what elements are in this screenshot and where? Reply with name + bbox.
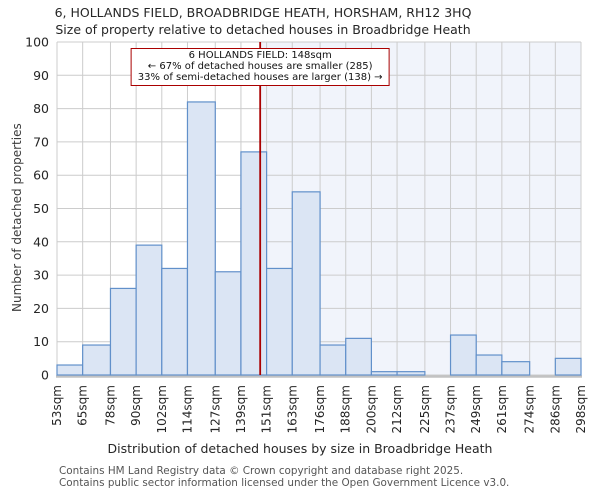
x-tick-label: 286sqm: [548, 385, 562, 433]
histogram-bar: [56, 364, 84, 376]
histogram-bar: [240, 151, 268, 376]
histogram-bar: [554, 357, 582, 376]
histogram-bar: [266, 267, 293, 376]
x-tick-label: 53sqm: [50, 385, 64, 426]
histogram-bar: [319, 344, 347, 376]
y-tick-label: 100: [25, 35, 49, 50]
histogram-bar: [396, 371, 426, 376]
histogram-bar: [501, 361, 531, 376]
histogram-bar: [186, 101, 216, 376]
footer-line-2: Contains public sector information licen…: [59, 476, 510, 489]
histogram-bar: [82, 344, 112, 376]
x-tick-label: 65sqm: [76, 385, 90, 426]
footer: Contains HM Land Registry data © Crown c…: [59, 465, 510, 489]
x-axis-title: Distribution of detached houses by size …: [107, 441, 493, 456]
annotation-property-label: 6 HOLLANDS FIELD: 148sqm: [188, 50, 332, 61]
y-tick-label: 90: [33, 68, 49, 83]
x-tick-label: 90sqm: [129, 385, 143, 426]
footer-line-1: Contains HM Land Registry data © Crown c…: [59, 465, 464, 477]
x-tick-label: 261sqm: [495, 385, 509, 433]
y-tick-label: 50: [33, 201, 49, 216]
y-tick-label: 10: [33, 334, 49, 349]
histogram-bar: [370, 371, 398, 376]
x-tick-label: 212sqm: [390, 385, 404, 433]
chart-subtitle: Size of property relative to detached ho…: [55, 22, 471, 37]
x-tick-label: 188sqm: [339, 385, 353, 433]
x-tick-label: 298sqm: [574, 385, 588, 433]
x-tick-label: 114sqm: [180, 385, 194, 433]
annotation-larger-text: 33% of semi-detached houses are larger (…: [137, 72, 383, 84]
x-tick-label: 127sqm: [208, 385, 222, 433]
y-tick-label: 0: [41, 368, 49, 383]
x-tick-label: 176sqm: [313, 385, 327, 433]
x-tick-label: 102sqm: [155, 385, 169, 433]
x-tick-label: 200sqm: [364, 385, 378, 433]
y-tick-label: 40: [33, 234, 49, 249]
annotation-smaller-text: ← 67% of detached houses are smaller (28…: [147, 61, 373, 73]
histogram-bar: [109, 287, 137, 376]
histogram-bar: [214, 271, 242, 376]
annotation-box: 6 HOLLANDS FIELD: 148sqm ← 67% of detach…: [130, 48, 390, 86]
x-tick-label: 249sqm: [469, 385, 483, 433]
x-tick-label: 225sqm: [418, 385, 432, 433]
histogram-bar: [291, 191, 321, 376]
x-tick-label: 151sqm: [260, 385, 274, 433]
x-tick-label: 237sqm: [444, 385, 458, 433]
y-tick-label: 60: [33, 168, 49, 183]
x-tick-label: 78sqm: [103, 385, 117, 426]
histogram-bar: [345, 337, 372, 376]
y-tick-label: 20: [33, 301, 49, 316]
histogram-bar: [135, 244, 163, 376]
chart-title: 6, HOLLANDS FIELD, BROADBRIDGE HEATH, HO…: [54, 5, 472, 20]
histogram-bar: [161, 267, 189, 376]
histogram-bar: [449, 334, 477, 376]
y-tick-label: 80: [33, 101, 49, 116]
histogram-bar: [475, 354, 503, 376]
x-tick-label: 163sqm: [285, 385, 299, 433]
x-tick-label: 139sqm: [234, 385, 248, 433]
y-tick-label: 30: [33, 268, 49, 283]
x-tick-label: 274sqm: [523, 385, 537, 433]
y-tick-label: 70: [33, 134, 49, 149]
